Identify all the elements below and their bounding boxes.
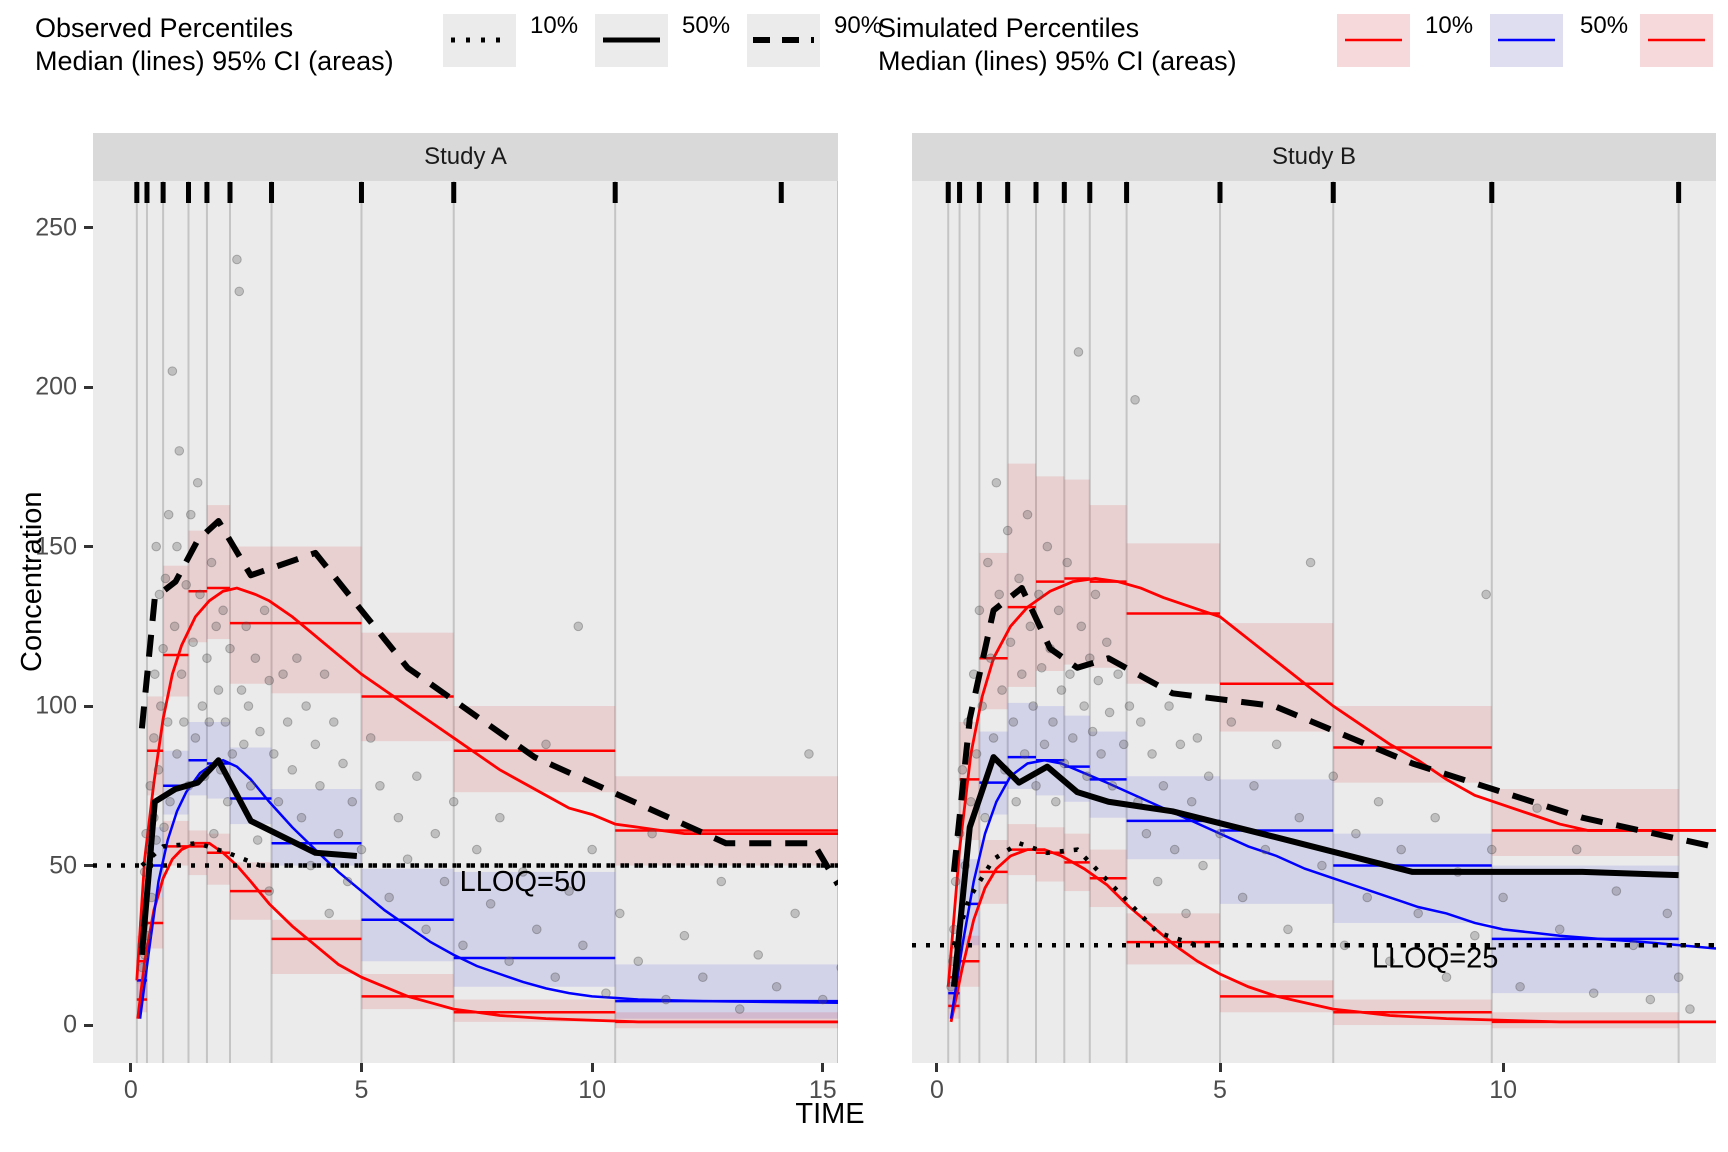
legend-simulated: Simulated Percentiles Median (lines) 95%… <box>845 0 1728 90</box>
x-tick-label: 15 <box>808 1076 837 1104</box>
y-tick-label: 100 <box>35 691 77 720</box>
legend-observed: Observed Percentiles Median (lines) 95% … <box>0 0 882 90</box>
legend-key-observed-10-icon <box>443 14 516 67</box>
legend-key-simulated-50-icon <box>1490 14 1563 67</box>
x-tick-mark <box>129 1063 133 1072</box>
legend-key-observed-90-icon <box>747 14 820 67</box>
legend-observed-title-line2: Median (lines) 95% CI (areas) <box>35 46 394 76</box>
x-tick-mark <box>590 1063 594 1072</box>
legend-simulated-10-label: 10% <box>1425 12 1474 39</box>
legend-key-observed-50-icon <box>595 14 668 67</box>
y-axis-title: Concentration <box>16 491 48 672</box>
legend-observed-title-line1: Observed Percentiles <box>35 13 294 43</box>
x-tick-label: 5 <box>354 1076 369 1104</box>
lloq-annotation: LLOQ=25 <box>1372 943 1499 975</box>
x-tick-label: 0 <box>929 1076 944 1104</box>
x-tick-mark <box>935 1063 939 1072</box>
y-tick-mark <box>84 704 93 708</box>
y-tick-mark <box>84 1023 93 1027</box>
x-tick-mark <box>1501 1063 1505 1072</box>
y-tick-label: 0 <box>63 1010 77 1039</box>
legend-simulated-title-line2: Median (lines) 95% CI (areas) <box>878 46 1237 76</box>
panel-study-a: LLOQ=50 <box>93 181 838 1068</box>
x-tick-mark <box>1218 1063 1222 1072</box>
x-tick-label: 5 <box>1213 1076 1227 1104</box>
y-tick-label: 150 <box>35 532 77 561</box>
x-axis-title: TIME <box>795 1098 865 1130</box>
legend-observed-90-label: 90% <box>834 12 883 39</box>
legend-simulated-50-label: 50% <box>1580 12 1629 39</box>
x-tick-label: 0 <box>123 1076 138 1104</box>
x-tick-mark <box>359 1063 363 1072</box>
y-tick-mark <box>84 545 93 549</box>
y-tick-mark <box>84 226 93 230</box>
panel-canvas-a: LLOQ=50 <box>93 181 838 1063</box>
panel-strip-study-b: Study B <box>912 133 1716 181</box>
legend-observed-10-label: 10% <box>530 12 579 39</box>
x-tick-label: 10 <box>578 1076 607 1104</box>
panel-study-b: LLOQ=25 <box>912 181 1716 1068</box>
x-tick-mark <box>821 1063 825 1072</box>
panel-canvas-b: LLOQ=25 <box>912 181 1716 1063</box>
lloq-annotation: LLOQ=50 <box>460 866 587 898</box>
y-tick-label: 50 <box>49 851 77 880</box>
legend-observed-50-label: 50% <box>682 12 731 39</box>
legend-key-simulated-10-icon <box>1337 14 1410 67</box>
y-tick-label: 250 <box>35 213 77 242</box>
y-tick-mark <box>84 864 93 868</box>
legend-simulated-title-line1: Simulated Percentiles <box>878 13 1140 43</box>
panel-strip-study-a: Study A <box>93 133 838 181</box>
panel-strip-study-b-label: Study B <box>1271 143 1357 170</box>
panel-strip-study-a-label: Study A <box>424 143 507 170</box>
x-tick-label: 10 <box>1489 1076 1518 1104</box>
y-tick-label: 200 <box>35 372 77 401</box>
legend-key-simulated-90-icon <box>1640 14 1713 67</box>
y-tick-mark <box>84 385 93 389</box>
